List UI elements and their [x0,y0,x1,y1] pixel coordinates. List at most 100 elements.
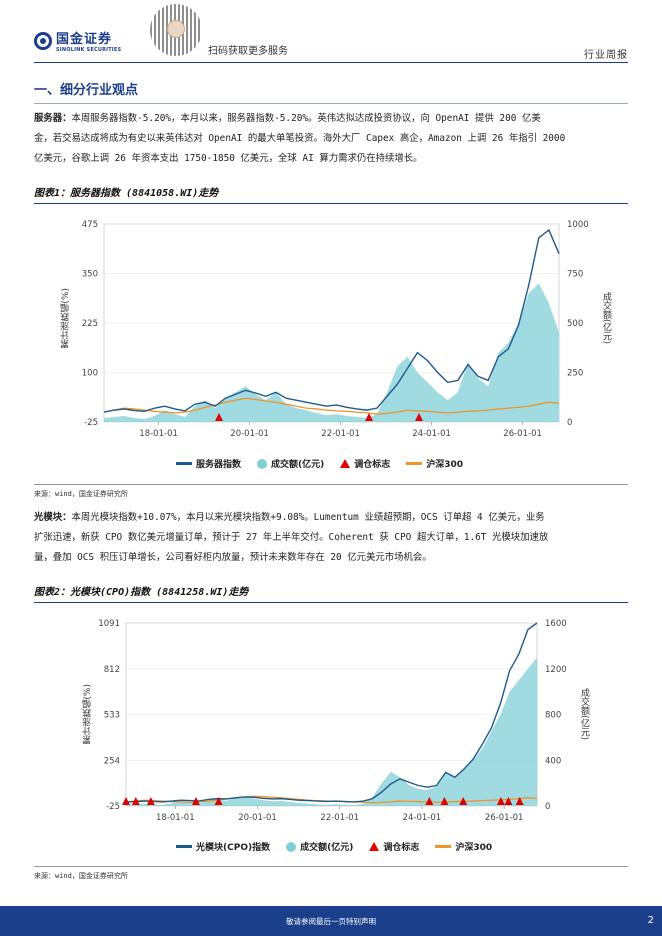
figure-2-source: 来源：wind，国金证券研究所 [34,872,128,880]
x-tick-label: 18-01-01 [156,813,195,823]
legend-label: 调仓标志 [354,460,391,470]
rebalance-marker [146,797,155,805]
legend-line-icon [435,845,452,848]
logo-name-cn: 国金证券 [56,32,113,47]
chart1-ylabel-right: 成交额(亿元) [601,292,611,345]
legend-label: 成交额(亿元) [300,843,354,853]
rebalance-marker [425,797,434,805]
x-tick-label: 20-01-01 [238,813,277,823]
y-tick-right: 750 [567,270,583,280]
para-lead: 光模块： [34,512,72,523]
figure-2-divider [34,602,628,603]
rebalance-marker [215,413,223,421]
hs300-line [103,397,560,415]
y-tick-right: 1600 [545,619,567,629]
header-divider [34,62,628,63]
x-tick-label: 22-01-01 [320,813,359,823]
para-line: 金，若交易达成将成为有史以来英伟达对 OpenAI 的最大单笔投资。海外大厂 C… [34,133,566,144]
legend-item: 成交额(亿元) [257,457,324,470]
logo-icon [34,31,52,50]
volume-area [126,657,537,806]
y-tick-left: 475 [82,220,98,230]
legend-dot-icon [286,841,297,852]
legend-triangle-icon [340,459,351,468]
x-tick-label: 20-01-01 [230,429,269,439]
legend-item: 光模块(CPO)指数 [176,840,270,853]
y-tick-right: 250 [567,369,583,379]
y-tick-left: -25 [106,802,120,812]
figure-1-source: 来源：wind，国金证券研究所 [34,490,128,498]
legend-label: 调仓标志 [383,843,420,853]
figure-1-divider [34,203,628,204]
rebalance-marker [415,413,423,421]
chart1-legend: 服务器指数 成交额(亿元) 调仓标志 沪深300 [176,457,479,470]
y-tick-right: 0 [545,802,550,812]
legend-item: 沪深300 [435,840,492,853]
legend-line-icon [176,462,192,465]
page-header: 国金证券 SINOLINK SECURITIES 扫码获取更多服务 行业周报 [0,0,662,66]
y-tick-right: 1200 [545,665,567,675]
volume-area [104,283,559,422]
y-tick-left: 812 [104,665,120,675]
para-line: 亿美元，谷歌上调 26 年资本支出 1750-1850 亿美元，全球 AI 算力… [34,153,423,164]
rebalance-marker [459,797,468,805]
rebalance-marker [214,797,223,805]
legend-line-icon [406,462,423,465]
legend-item: 成交额(亿元) [286,840,353,853]
para-line: 量，叠加 OCS 积压订单增长，公司看好柜内放量，预计未来数年存在 20 亿元美… [34,552,432,563]
scan-prompt: 扫码获取更多服务 [208,46,288,57]
para-line: 本周服务器指数-5.20%，本月以来，服务器指数-5.20%。英伟达拟达成投资协… [71,113,541,124]
legend-item: 调仓标志 [369,840,419,853]
y-tick-right: 800 [545,711,561,721]
page-number: 2 [647,915,654,926]
rebalance-marker [496,797,505,805]
para-line: 本周光模块指数+10.07%，本月以来光模块指数+9.08%。Lumentum … [71,512,545,523]
rebalance-marker [192,797,201,805]
y-tick-left: 350 [82,270,98,280]
legend-item: 调仓标志 [340,457,390,470]
para-line: 扩张迅速，新获 CPO 数亿美元增量订单，预计于 27 年上半年交付。Coher… [34,532,549,543]
chart1-ylabel-left: 累计涨跌幅(%) [61,288,71,349]
chart-server-index: -25 100 225 350 475 0 250 500 750 1000 18-01-01 20-… [82,220,589,439]
x-tick-label: 24-01-01 [412,429,451,439]
legend-item: 服务器指数 [176,457,241,470]
legend-label: 沪深300 [455,843,493,853]
figure-2-title: 图表2：光模块(CPO)指数 (8841258.WI)走势 [34,587,249,598]
legend-item: 沪深300 [406,457,463,470]
rebalance-marker [365,413,373,421]
rebalance-marker [440,797,449,805]
figure-1-title: 图表1：服务器指数 (8841058.WI)走势 [34,188,219,199]
y-tick-left: 1091 [98,619,120,629]
para-lead: 服务器： [34,113,72,124]
legend-dot-icon [257,458,268,469]
figure-1-source-divider [34,484,628,485]
y-tick-right: 500 [567,319,583,329]
y-tick-left: -25 [84,418,98,428]
paragraph-optical: 光模块：本周光模块指数+10.07%，本月以来光模块指数+9.08%。Lumen… [34,508,628,568]
legend-triangle-icon [369,842,380,851]
legend-label: 沪深300 [426,460,464,470]
document-type: 行业周报 [584,50,628,61]
section-divider [34,103,628,104]
x-tick-label: 18-01-01 [139,429,178,439]
legend-label: 光模块(CPO)指数 [196,843,271,853]
y-tick-left: 254 [104,756,120,766]
paragraph-server: 服务器：本周服务器指数-5.20%，本月以来，服务器指数-5.20%。英伟达拟达… [34,109,628,169]
chart2-ylabel-right: 成交额(亿元) [579,688,589,741]
rebalance-marker [515,797,524,805]
legend-label: 服务器指数 [196,460,242,470]
company-logo: 国金证券 SINOLINK SECURITIES [34,28,121,53]
legend-line-icon [176,845,192,848]
x-tick-label: 22-01-01 [321,429,360,439]
index-line [103,228,560,413]
rebalance-marker [504,797,513,805]
chart2-ylabel-left: 累计涨跌幅(%) [83,684,93,745]
x-tick-label: 26-01-01 [485,813,524,823]
y-tick-right: 1000 [567,220,589,230]
qr-center-icon [167,20,185,38]
legend-label: 成交额(亿元) [271,460,325,470]
y-tick-right: 400 [545,756,561,766]
chart-optical-index: -25 254 533 812 1091 0 400 800 1200 1600 18-01-01 2… [98,619,567,823]
y-tick-right: 0 [567,418,572,428]
x-tick-label: 26-01-01 [503,429,542,439]
